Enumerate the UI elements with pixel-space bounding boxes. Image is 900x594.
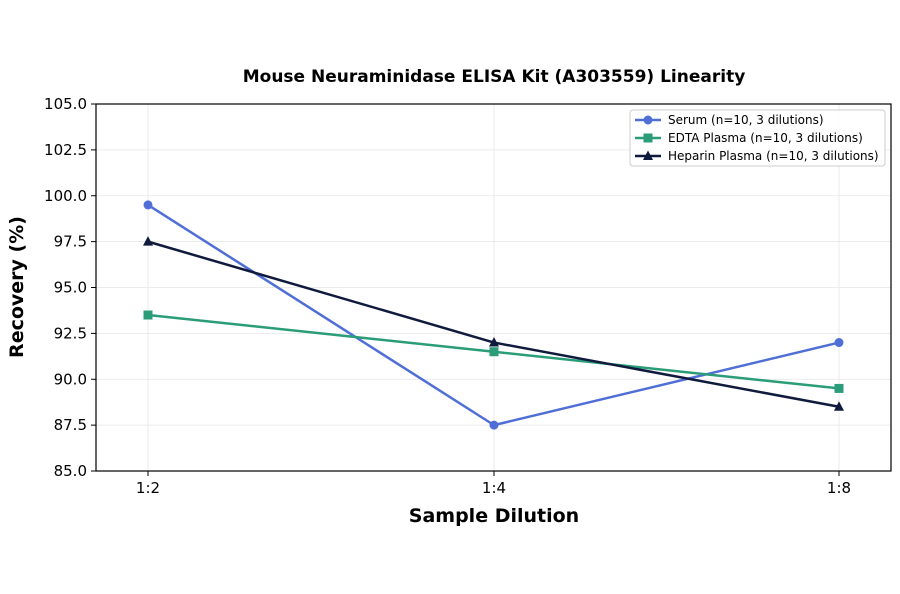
series-edta: [143, 310, 844, 393]
series-layer: [143, 200, 844, 430]
series-heparin: [143, 236, 844, 411]
x-tick-label: 1:8: [827, 479, 851, 497]
x-axis-label: Sample Dilution: [409, 505, 579, 527]
y-tick-label: 90.0: [54, 370, 87, 388]
y-tick-label: 85.0: [54, 462, 87, 480]
legend-label: Heparin Plasma (n=10, 3 dilutions): [668, 149, 879, 163]
y-tick-label: 102.5: [44, 141, 87, 159]
plot-frame: [95, 103, 892, 472]
legend-entry: Serum (n=10, 3 dilutions): [635, 113, 824, 127]
y-tick-label: 105.0: [44, 95, 87, 113]
legend-marker: [643, 150, 653, 160]
x-tick-label: 1:4: [482, 479, 506, 497]
y-tick-label: 87.5: [54, 416, 87, 434]
legend-marker: [643, 133, 653, 143]
y-axis-ticks: 85.0 87.5 90.0 92.5 95.0 97.5 100.0 102.5 105.0: [44, 95, 96, 480]
data-point: [834, 338, 844, 348]
data-point: [143, 310, 153, 320]
y-tick-label: 92.5: [54, 324, 87, 342]
series-serum: [143, 200, 844, 430]
legend-entry: Heparin Plasma (n=10, 3 dilutions): [635, 149, 879, 163]
x-tick-label: 1:2: [136, 479, 160, 497]
x-axis-ticks: 1:2 1:4 1:8: [136, 471, 851, 497]
data-point: [834, 401, 844, 411]
data-point: [143, 236, 153, 246]
legend-label: Serum (n=10, 3 dilutions): [668, 113, 824, 127]
legend-entry: EDTA Plasma (n=10, 3 dilutions): [635, 131, 863, 145]
y-tick-label: 100.0: [44, 187, 87, 205]
legend-label: EDTA Plasma (n=10, 3 dilutions): [668, 131, 863, 145]
data-point: [489, 337, 499, 347]
y-tick-label: 97.5: [54, 233, 87, 251]
data-point: [143, 200, 153, 210]
series-line: [147, 240, 840, 409]
legend: Serum (n=10, 3 dilutions) EDTA Plasma (n=…: [629, 109, 886, 167]
chart-title: Mouse Neuraminidase ELISA Kit (A303559) …: [243, 67, 746, 87]
data-point: [489, 347, 499, 357]
data-point: [834, 383, 844, 393]
legend-box: [629, 109, 886, 167]
y-axis-label: Recovery (%): [6, 216, 28, 358]
data-point: [489, 420, 499, 430]
series-line: [147, 203, 840, 427]
legend-marker: [643, 115, 653, 125]
y-tick-label: 95.0: [54, 279, 87, 297]
